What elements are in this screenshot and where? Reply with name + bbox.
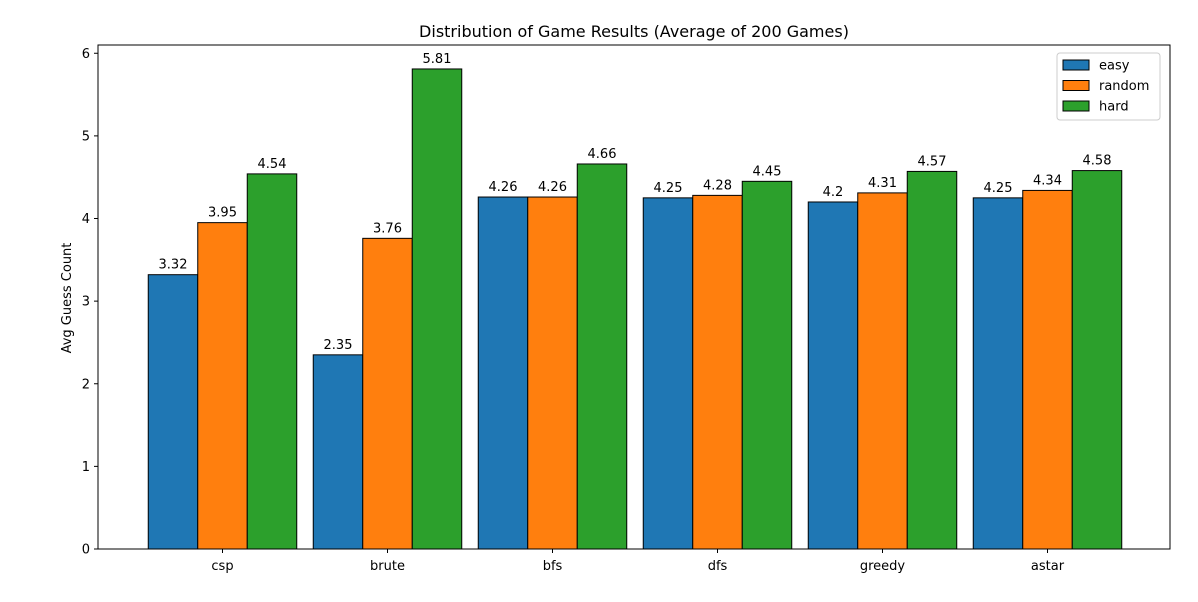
x-tick-label-astar: astar: [1031, 559, 1065, 574]
value-label-hard-astar: 4.58: [1083, 154, 1112, 169]
legend-swatch-easy: [1062, 59, 1090, 71]
bar-easy-dfs: [642, 197, 694, 550]
bar-random-brute: [362, 237, 413, 550]
bar-hard-dfs: [741, 180, 793, 550]
value-label-easy-brute: 2.35: [324, 338, 353, 353]
x-tick-label-greedy: greedy: [860, 559, 906, 574]
value-label-hard-bfs: 4.66: [588, 147, 617, 162]
y-tick-label: 3: [82, 295, 90, 310]
legend-swatch-hard: [1062, 100, 1090, 112]
bar-random-dfs: [692, 194, 743, 550]
axes-layer: csp brute bfs dfs greedy astar 0 1 2 3 4 5 6: [82, 44, 1171, 574]
bar-easy-greedy: [807, 201, 859, 550]
value-label-random-brute: 3.76: [373, 221, 402, 236]
x-tick-label-csp: csp: [211, 559, 233, 574]
bar-random-csp: [197, 222, 248, 550]
value-label-hard-greedy: 4.57: [918, 154, 947, 169]
value-label-random-dfs: 4.28: [703, 178, 732, 193]
value-label-random-astar: 4.34: [1033, 173, 1062, 188]
value-label-random-greedy: 4.31: [868, 176, 897, 191]
bar-random-bfs: [527, 196, 578, 550]
bars-layer: [147, 68, 1123, 550]
y-tick-label: 6: [82, 47, 90, 62]
value-labels-layer: 3.32 3.95 4.54 2.35 3.76 5.81 4.26 4.26 4.66 4.25…: [159, 52, 1112, 353]
value-label-easy-greedy: 4.2: [823, 185, 844, 200]
bar-random-astar: [1022, 189, 1073, 550]
value-label-random-bfs: 4.26: [538, 180, 567, 195]
x-tick-label-brute: brute: [370, 559, 405, 574]
legend-label-easy: easy: [1099, 59, 1130, 74]
plot-frame: [97, 44, 1171, 550]
value-label-hard-csp: 4.54: [258, 157, 287, 172]
legend-label-random: random: [1099, 79, 1149, 94]
y-axis-label: Avg Guess Count: [60, 243, 75, 354]
value-label-easy-csp: 3.32: [159, 258, 188, 273]
y-tick-label: 2: [82, 377, 90, 392]
value-label-hard-dfs: 4.45: [753, 164, 782, 179]
legend: easy random hard: [1056, 52, 1161, 121]
bar-random-greedy: [857, 192, 908, 550]
bar-easy-astar: [972, 197, 1024, 550]
value-label-random-csp: 3.95: [208, 206, 237, 221]
bar-easy-bfs: [477, 196, 529, 550]
bar-easy-csp: [147, 274, 199, 550]
value-label-hard-brute: 5.81: [423, 52, 452, 67]
x-tick-label-bfs: bfs: [543, 559, 563, 574]
bar-hard-bfs: [576, 163, 628, 550]
bar-hard-astar: [1071, 170, 1123, 550]
bar-hard-csp: [246, 173, 298, 550]
legend-label-hard: hard: [1099, 100, 1129, 115]
value-label-easy-astar: 4.25: [984, 181, 1013, 196]
bar-hard-greedy: [906, 170, 958, 550]
bar-easy-brute: [312, 354, 364, 550]
y-tick-label: 5: [82, 129, 90, 144]
chart-title: Distribution of Game Results (Average of…: [419, 22, 849, 41]
value-label-easy-dfs: 4.25: [654, 181, 683, 196]
value-label-easy-bfs: 4.26: [489, 180, 518, 195]
legend-swatch-random: [1062, 80, 1090, 91]
y-tick-label: 0: [82, 543, 90, 558]
y-tick-label: 1: [82, 460, 90, 475]
bar-hard-brute: [411, 68, 463, 550]
x-tick-label-dfs: dfs: [708, 559, 728, 574]
y-tick-label: 4: [82, 212, 90, 227]
